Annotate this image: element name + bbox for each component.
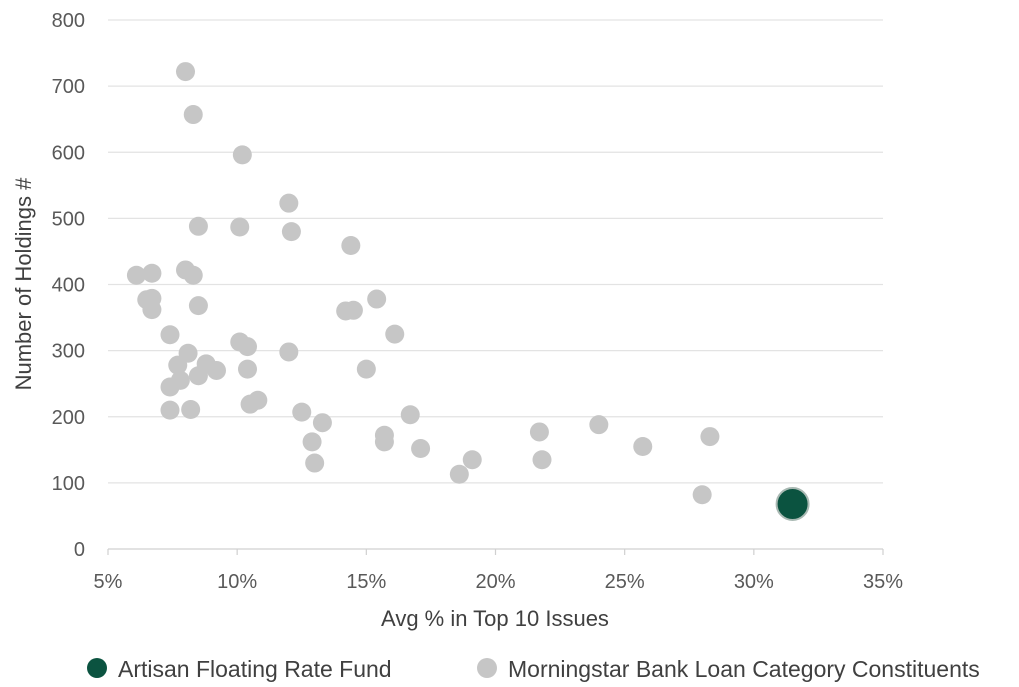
constituent-point	[230, 217, 250, 237]
gridlines	[108, 19, 883, 550]
y-tick-label: 800	[52, 10, 85, 32]
constituent-point	[188, 216, 208, 236]
constituent-point	[281, 222, 301, 242]
legend-marker-morningstar	[477, 658, 497, 678]
constituent-point	[374, 432, 394, 452]
x-axis-ticks: 5% 10% 15% 20% 25% 30% 35%	[94, 549, 903, 593]
constituent-point	[160, 325, 180, 345]
y-tick-label: 200	[52, 407, 85, 429]
constituent-point	[341, 235, 361, 255]
data-points	[126, 62, 810, 522]
constituent-point	[126, 265, 146, 285]
x-tick-label: 5%	[94, 571, 123, 593]
constituent-point	[160, 400, 180, 420]
y-tick-label: 300	[52, 341, 85, 363]
constituent-point	[238, 337, 257, 357]
constituent-point	[160, 377, 180, 397]
y-tick-label: 0	[74, 539, 85, 561]
constituent-point	[532, 450, 552, 470]
constituent-point	[529, 422, 549, 442]
constituent-point	[343, 300, 363, 320]
constituent-point	[449, 464, 469, 484]
constituent-point	[700, 427, 720, 447]
constituent-point	[292, 402, 312, 422]
constituent-point	[181, 399, 201, 419]
constituent-point	[142, 300, 162, 320]
x-tick-label: 10%	[217, 571, 257, 593]
constituent-point	[400, 405, 420, 425]
y-axis-ticks: 0 100 200 300 400 500 600 700 800	[52, 10, 85, 561]
constituent-point	[188, 366, 208, 386]
constituent-point	[240, 394, 260, 414]
constituent-point	[385, 324, 405, 344]
constituent-point	[305, 453, 325, 473]
y-tick-label: 100	[52, 473, 85, 495]
constituent-point	[207, 360, 226, 380]
constituent-point	[279, 342, 299, 362]
constituent-point	[238, 359, 257, 379]
constituent-point	[168, 355, 188, 375]
y-axis-title: Number of Holdings #	[11, 177, 36, 391]
y-tick-label: 700	[52, 76, 85, 98]
constituent-point	[692, 485, 712, 505]
x-axis-title: Avg % in Top 10 Issues	[381, 606, 609, 631]
constituent-point	[142, 263, 162, 283]
y-tick-label: 400	[52, 275, 85, 297]
constituent-point	[589, 415, 609, 435]
x-tick-label: 30%	[734, 571, 774, 593]
constituent-point	[633, 437, 653, 457]
x-tick-label: 25%	[605, 571, 645, 593]
constituent-point	[462, 450, 482, 470]
x-tick-label: 35%	[863, 571, 903, 593]
constituent-point	[356, 359, 376, 379]
constituent-point	[183, 265, 203, 285]
constituent-point	[176, 62, 195, 82]
legend-marker-artisan	[87, 658, 107, 678]
x-tick-label: 15%	[346, 571, 386, 593]
x-tick-label: 20%	[475, 571, 515, 593]
y-tick-label: 600	[52, 142, 85, 164]
constituent-point	[312, 413, 332, 433]
constituent-point	[367, 289, 387, 309]
constituent-point	[232, 145, 252, 165]
constituent-point	[279, 193, 299, 213]
constituent-point	[411, 438, 431, 458]
constituent-point	[302, 432, 322, 452]
legend-label-morningstar: Morningstar Bank Loan Category Constitue…	[508, 656, 980, 682]
legend-label-artisan: Artisan Floating Rate Fund	[118, 656, 392, 682]
legend: Artisan Floating Rate Fund Morningstar B…	[87, 656, 980, 682]
y-tick-label: 500	[52, 208, 85, 230]
constituent-point	[188, 296, 208, 316]
artisan-fund-point	[775, 487, 810, 522]
constituent-point	[183, 105, 203, 125]
